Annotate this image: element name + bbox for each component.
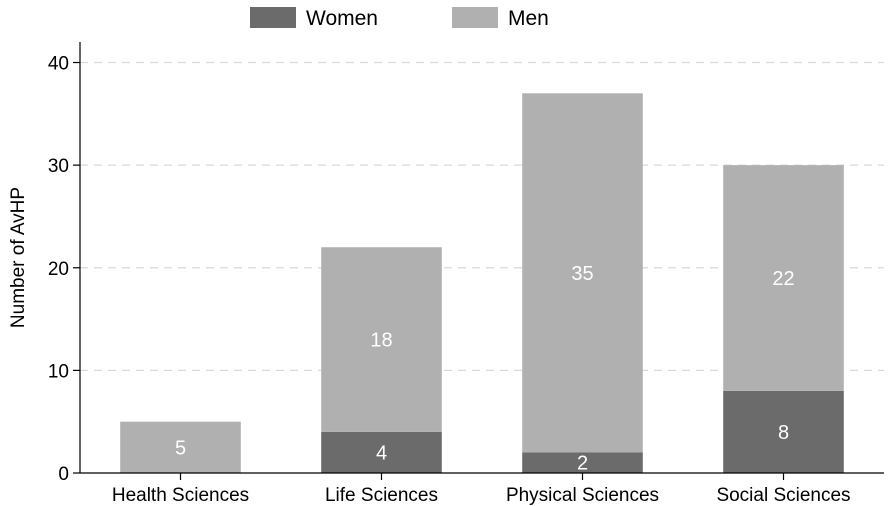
y-tick-label-10: 10 bbox=[48, 361, 69, 382]
y-tick-label-0: 0 bbox=[58, 464, 69, 485]
bar-label-women-3: 8 bbox=[778, 422, 789, 444]
bar-women-2 bbox=[522, 452, 643, 473]
axes: 0 10 20 30 40 Health Sciences Life Sciences Phy… bbox=[48, 42, 884, 506]
x-tick-label-1: Life Sciences bbox=[325, 485, 438, 506]
y-axis-title: Number of AvHP bbox=[8, 187, 29, 328]
legend: Women Men bbox=[250, 7, 549, 30]
bar-men-0 bbox=[120, 421, 241, 473]
y-tick-label-30: 30 bbox=[48, 156, 69, 177]
bar-label-men-3: 22 bbox=[772, 268, 794, 290]
grid-lines bbox=[80, 61, 884, 371]
bar-label-men-1: 18 bbox=[370, 330, 392, 352]
bar-men-3 bbox=[723, 165, 844, 391]
bar-label-women-2: 2 bbox=[577, 453, 588, 475]
bar-men-2 bbox=[522, 93, 643, 453]
legend-label-women: Women bbox=[306, 7, 378, 30]
bars bbox=[120, 93, 844, 473]
bar-label-men-2: 35 bbox=[571, 263, 593, 285]
y-tick-label-40: 40 bbox=[48, 54, 69, 75]
x-tick-label-3: Social Sciences bbox=[716, 485, 850, 506]
legend-label-men: Men bbox=[508, 7, 549, 30]
legend-swatch-women bbox=[250, 7, 296, 28]
bar-label-women-1: 4 bbox=[376, 442, 387, 464]
bar-labels: 5 4 18 2 35 8 22 bbox=[175, 263, 795, 475]
bar-men-1 bbox=[321, 247, 442, 432]
bar-label-men-0: 5 bbox=[175, 437, 186, 459]
x-tick-label-0: Health Sciences bbox=[112, 485, 249, 506]
bar-women-3 bbox=[723, 390, 844, 473]
y-tick-label-20: 20 bbox=[48, 259, 69, 280]
bar-women-1 bbox=[321, 431, 442, 473]
legend-swatch-men bbox=[452, 7, 498, 28]
x-tick-label-2: Physical Sciences bbox=[506, 485, 659, 506]
